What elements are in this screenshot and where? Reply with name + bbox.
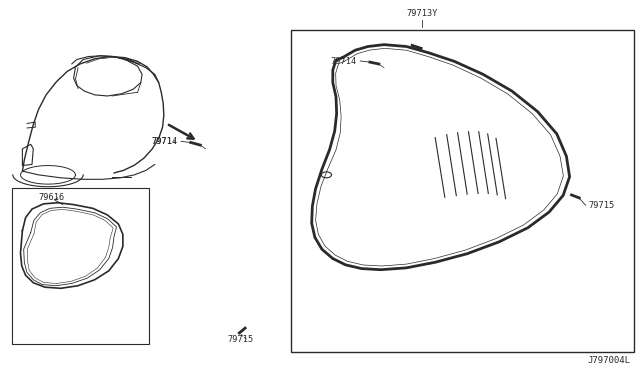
Bar — [291, 30, 634, 352]
Bar — [12, 188, 149, 344]
Text: 79715: 79715 — [589, 201, 615, 210]
Text: J797004L: J797004L — [588, 356, 630, 365]
Text: 7971₄: 7971₄ — [152, 137, 178, 146]
Text: 79713Y: 79713Y — [406, 9, 438, 18]
Text: 79714: 79714 — [331, 57, 357, 65]
Text: 79714: 79714 — [152, 137, 178, 146]
Text: 79616: 79616 — [38, 193, 65, 202]
Text: 79715: 79715 — [227, 335, 253, 344]
